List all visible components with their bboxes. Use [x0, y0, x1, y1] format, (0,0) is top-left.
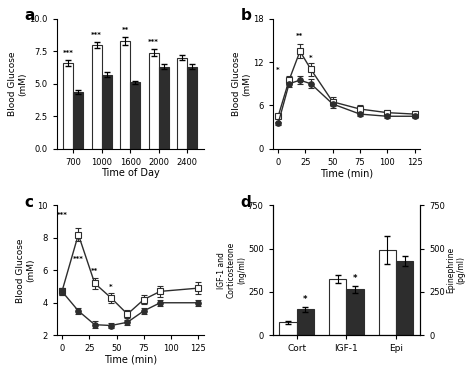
Bar [297, 309, 314, 335]
Bar [396, 261, 413, 335]
Text: ***: *** [63, 50, 73, 56]
Text: ***: *** [91, 32, 102, 38]
Bar [159, 67, 169, 149]
Text: **: ** [121, 27, 129, 33]
Text: **: ** [296, 33, 303, 39]
Text: *: * [109, 284, 113, 290]
Text: *: * [303, 295, 308, 304]
Bar [63, 63, 73, 149]
Text: ***: *** [56, 212, 67, 218]
Text: *: * [276, 67, 280, 73]
Bar [102, 75, 112, 149]
Y-axis label: Epinephrine
(pg/ml): Epinephrine (pg/ml) [446, 247, 465, 293]
Bar [120, 41, 130, 149]
Bar [130, 82, 140, 149]
Text: ***: *** [73, 256, 84, 262]
Text: c: c [24, 195, 33, 210]
Bar [329, 279, 346, 335]
Text: d: d [240, 195, 251, 210]
Bar [279, 322, 297, 335]
X-axis label: Time of Day: Time of Day [101, 168, 160, 178]
Bar [177, 58, 187, 149]
Text: **: ** [91, 267, 98, 273]
Bar [149, 53, 159, 149]
Y-axis label: IGF-1 and
Corticosterone
(ng/ml): IGF-1 and Corticosterone (ng/ml) [217, 242, 246, 298]
Bar [346, 289, 364, 335]
X-axis label: Time (min): Time (min) [320, 168, 373, 178]
Bar [73, 91, 83, 149]
X-axis label: Time (min): Time (min) [104, 355, 157, 365]
Text: ***: *** [148, 39, 159, 45]
Text: *: * [353, 274, 357, 283]
Y-axis label: Blood Glucose
(mM): Blood Glucose (mM) [9, 51, 28, 116]
Y-axis label: Blood Glucose
(mM): Blood Glucose (mM) [232, 51, 252, 116]
Text: b: b [240, 8, 251, 23]
Text: a: a [24, 8, 35, 23]
Bar [91, 45, 102, 149]
Bar [379, 250, 396, 335]
Y-axis label: Blood Glucose
(mM): Blood Glucose (mM) [16, 238, 36, 303]
Bar [187, 67, 197, 149]
Text: *: * [309, 55, 313, 61]
